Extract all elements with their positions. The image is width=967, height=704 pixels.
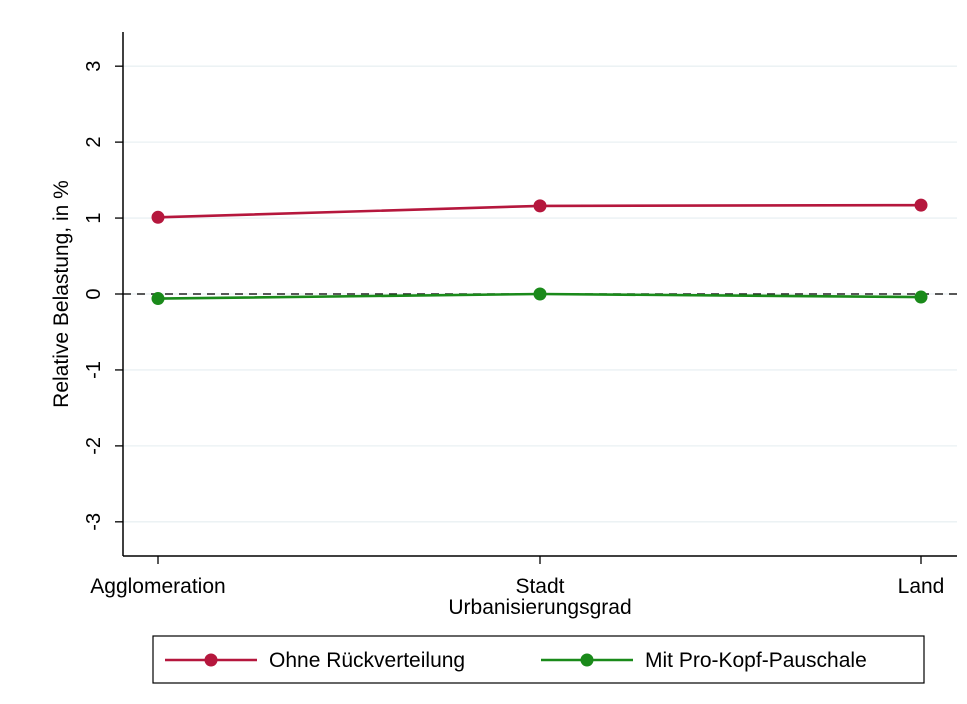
y-tick-label: 1 xyxy=(83,212,105,223)
legend-label: Mit Pro-Kopf-Pauschale xyxy=(645,649,867,672)
y-tick-label: 0 xyxy=(83,288,105,299)
x-axis-ticks: Agglomeration Stadt Land xyxy=(90,556,944,598)
data-point xyxy=(533,287,547,301)
legend-marker xyxy=(580,653,594,667)
y-tick-label: -3 xyxy=(83,513,105,531)
x-axis-label: Urbanisierungsgrad xyxy=(448,596,631,619)
gridlines xyxy=(123,65,957,523)
legend: Ohne Rückverteilung Mit Pro-Kopf-Pauschal… xyxy=(152,635,925,684)
legend-box xyxy=(152,635,925,684)
series-group xyxy=(151,198,928,306)
legend-label: Ohne Rückverteilung xyxy=(269,649,465,672)
y-tick-label: 2 xyxy=(83,137,105,148)
y-tick-label: -2 xyxy=(83,437,105,455)
y-tick-label: -1 xyxy=(83,361,105,379)
x-tick-label: Stadt xyxy=(515,575,564,598)
legend-items: Ohne Rückverteilung Mit Pro-Kopf-Pauschal… xyxy=(165,649,867,672)
y-axis-label: Relative Belastung, in % xyxy=(50,180,73,408)
y-axis-ticks: 3 2 1 0 -1 -2 -3 xyxy=(83,61,123,531)
data-point xyxy=(914,290,928,304)
x-tick-label: Land xyxy=(898,575,945,598)
data-point xyxy=(151,210,165,224)
data-point xyxy=(151,292,165,306)
y-tick-label: 3 xyxy=(83,61,105,72)
legend-marker xyxy=(204,653,218,667)
x-tick-label: Agglomeration xyxy=(90,575,225,598)
data-point xyxy=(533,199,547,213)
data-point xyxy=(914,198,928,212)
